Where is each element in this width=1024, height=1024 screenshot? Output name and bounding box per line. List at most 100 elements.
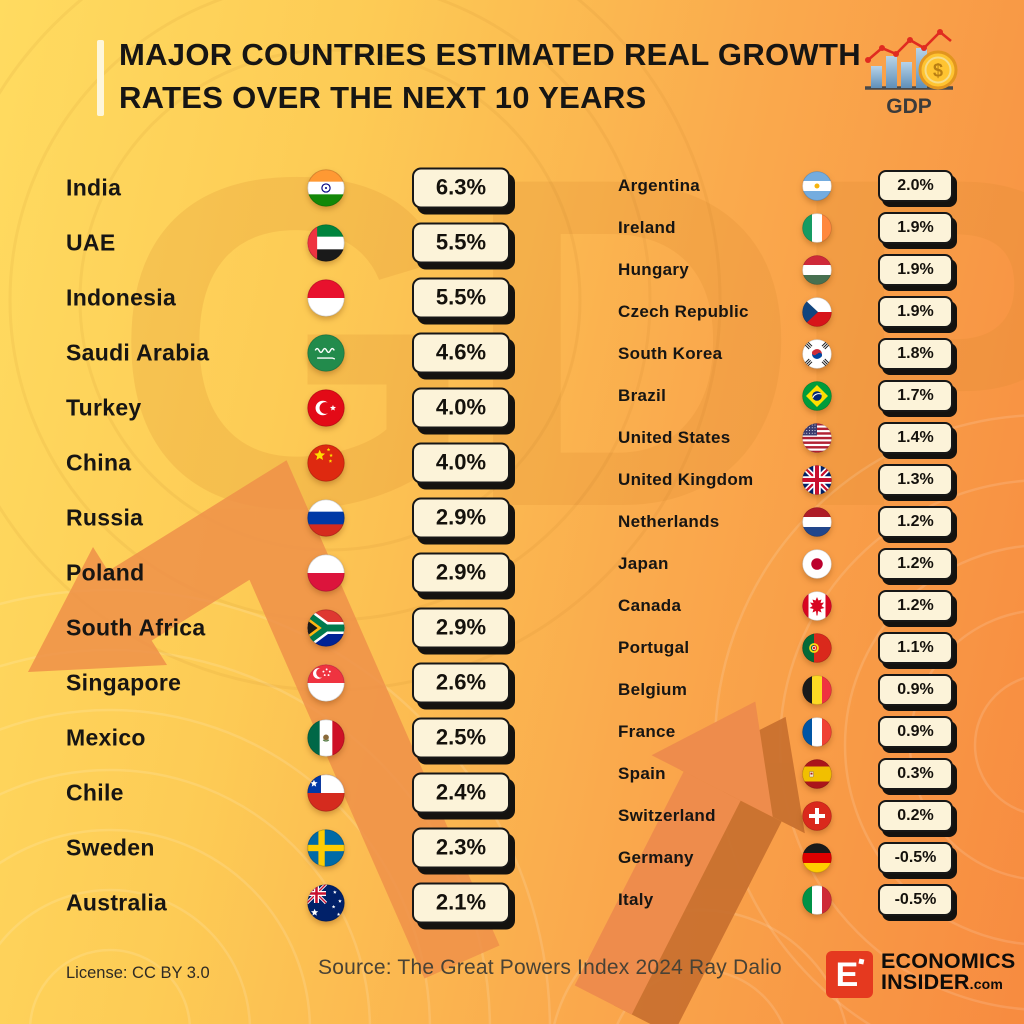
growth-value: 6.3% (412, 167, 510, 208)
country-row: Mexico 2.5% (66, 710, 518, 765)
growth-value: 1.9% (878, 212, 953, 244)
country-row: France 0.9% (618, 711, 962, 753)
country-row: Indonesia 5.5% (66, 270, 518, 325)
flag-canada-icon (802, 591, 832, 621)
growth-value: 0.9% (878, 674, 953, 706)
country-row: Saudi Arabia 4.6% (66, 325, 518, 380)
growth-value: 1.1% (878, 632, 953, 664)
country-name: United States (618, 428, 731, 447)
country-name: Italy (618, 890, 654, 909)
country-row: China 4.0% (66, 435, 518, 490)
country-row: UAE 5.5% (66, 215, 518, 270)
growth-value: 1.9% (878, 296, 953, 328)
flag-saudi-arabia-icon (307, 333, 345, 372)
growth-value: 4.6% (412, 332, 510, 373)
country-row: United States 1.4% (618, 417, 962, 459)
flag-japan-icon (802, 549, 832, 579)
country-row: Italy -0.5% (618, 879, 962, 921)
license-text: License: CC BY 3.0 (66, 964, 210, 982)
flag-sweden-icon (307, 828, 345, 867)
country-row: South Africa 2.9% (66, 600, 518, 655)
country-row: Belgium 0.9% (618, 669, 962, 711)
flag-portugal-icon (802, 633, 832, 663)
country-name: China (66, 449, 132, 475)
country-name: France (618, 722, 676, 741)
right-country-list: Argentina 2.0% Ireland 1.9% Hungary 1.9% Czech… (618, 165, 962, 921)
country-row: United Kingdom 1.3% (618, 459, 962, 501)
rising-arrow-decor (574, 701, 805, 1024)
flag-brazil-icon (802, 381, 832, 411)
brand-line2: INSIDER (881, 970, 970, 994)
gdp-badge: $ GDP (856, 26, 971, 118)
growth-value: -0.5% (878, 884, 953, 916)
country-row: Turkey 4.0% (66, 380, 518, 435)
country-name: Belgium (618, 680, 688, 699)
country-row: Japan 1.2% (618, 543, 962, 585)
growth-value: 1.3% (878, 464, 953, 496)
country-row: Russia 2.9% (66, 490, 518, 545)
flag-chile-icon (307, 773, 345, 812)
country-name: UAE (66, 229, 116, 255)
declining-arrow-decor (28, 460, 500, 979)
brand-suffix: .com (969, 976, 1004, 992)
growth-value: 0.9% (878, 716, 953, 748)
growth-value: 2.0% (878, 170, 953, 202)
country-row: Czech Republic 1.9% (618, 291, 962, 333)
flag-spain-icon (802, 759, 832, 789)
flag-switzerland-icon (802, 801, 832, 831)
country-name: Germany (618, 848, 694, 867)
country-row: Canada 1.2% (618, 585, 962, 627)
coin-icon: $ (918, 50, 958, 90)
flag-uae-icon (307, 223, 345, 262)
flag-indonesia-icon (307, 278, 345, 317)
country-name: Spain (618, 764, 666, 783)
country-name: Chile (66, 779, 124, 805)
country-row: South Korea 1.8% (618, 333, 962, 375)
country-name: Sweden (66, 834, 155, 860)
brand-block: E ECONOMICS INSIDER.com (826, 949, 1016, 998)
flag-argentina-icon (802, 171, 832, 201)
country-name: Brazil (618, 386, 667, 405)
country-name: Mexico (66, 724, 146, 750)
brand-line1: ECONOMICS (881, 949, 1016, 973)
country-row: Spain 0.3% (618, 753, 962, 795)
growth-value: 0.3% (878, 758, 953, 790)
flag-mexico-icon (307, 718, 345, 757)
country-name: Switzerland (618, 806, 716, 825)
country-name: Indonesia (66, 284, 177, 310)
flag-belgium-icon (802, 675, 832, 705)
flag-south-korea-icon (802, 339, 832, 369)
flag-australia-icon (307, 883, 345, 922)
growth-value: 2.5% (412, 717, 510, 758)
flag-united-states-icon (802, 423, 832, 453)
flag-france-icon (802, 717, 832, 747)
country-row: Australia 2.1% (66, 875, 518, 930)
growth-value: -0.5% (878, 842, 953, 874)
flag-china-icon (307, 443, 345, 482)
growth-value: 2.9% (412, 607, 510, 648)
country-name: United Kingdom (618, 470, 754, 489)
country-row: Chile 2.4% (66, 765, 518, 820)
flag-united-kingdom-icon (802, 465, 832, 495)
country-name: Ireland (618, 218, 676, 237)
growth-value: 1.4% (878, 422, 953, 454)
country-name: Argentina (618, 176, 701, 195)
title-line-2: RATES OVER THE NEXT 10 YEARS (119, 80, 647, 115)
country-row: Brazil 1.7% (618, 375, 962, 417)
growth-value: 1.2% (878, 548, 953, 580)
flag-ireland-icon (802, 213, 832, 243)
flag-singapore-icon (307, 663, 345, 702)
flag-italy-icon (802, 885, 832, 915)
flag-india-icon (307, 168, 345, 207)
country-row: Argentina 2.0% (618, 165, 962, 207)
growth-value: 2.9% (412, 497, 510, 538)
growth-value: 4.0% (412, 387, 510, 428)
flag-hungary-icon (802, 255, 832, 285)
flag-germany-icon (802, 843, 832, 873)
country-row: Netherlands 1.2% (618, 501, 962, 543)
flag-south-africa-icon (307, 608, 345, 647)
growth-value: 1.7% (878, 380, 953, 412)
svg-text:E: E (836, 956, 859, 994)
country-row: Germany -0.5% (618, 837, 962, 879)
